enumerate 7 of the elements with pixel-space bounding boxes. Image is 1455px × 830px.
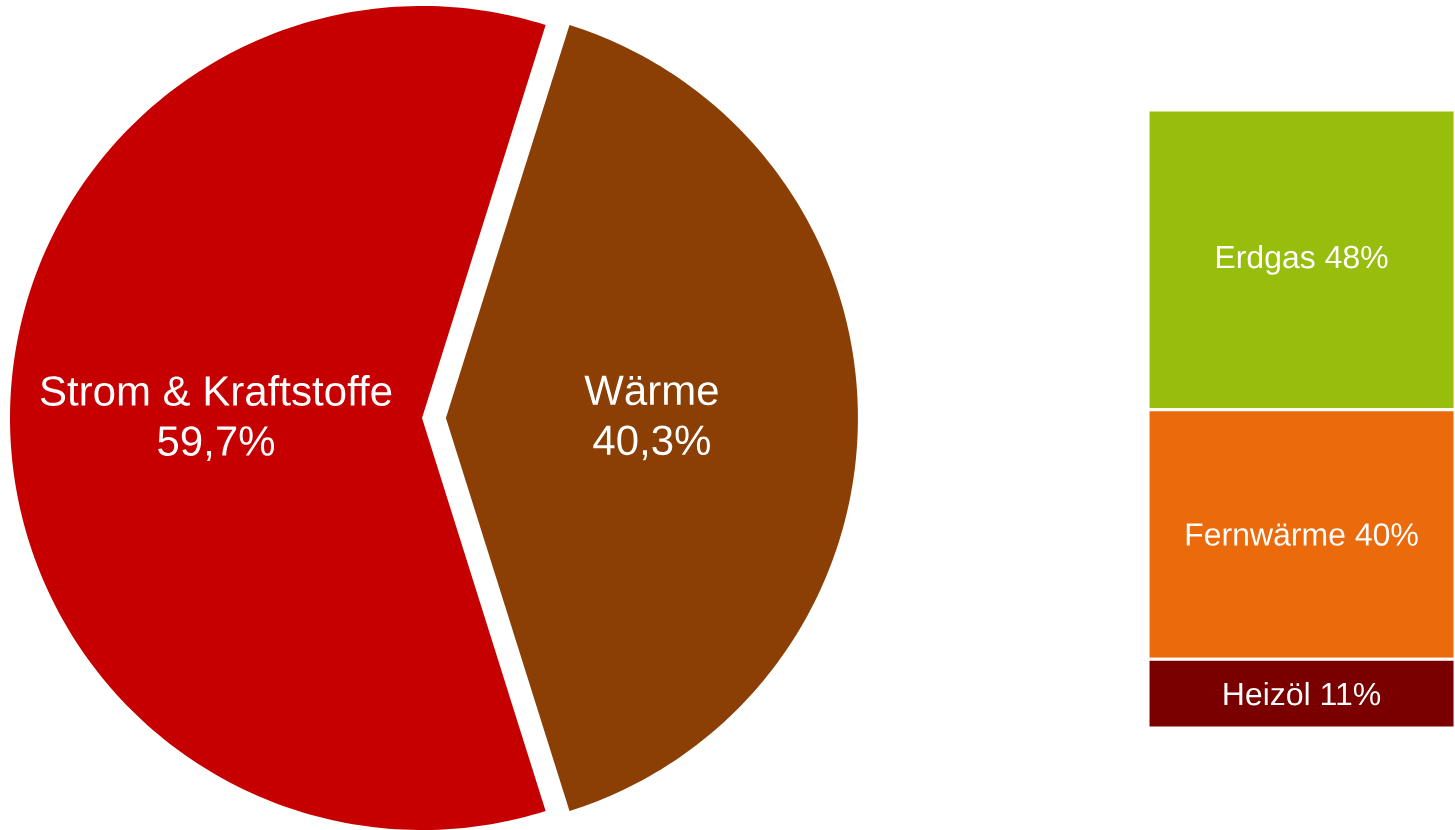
slice-label: Strom & Kraftstoffe xyxy=(40,375,392,406)
data-label: Heizöl 11% xyxy=(1224,681,1381,706)
slice-label: Wärme xyxy=(584,375,718,406)
data-label: Erdgas 48% xyxy=(1216,244,1388,275)
data-label: 40,3% xyxy=(593,425,710,461)
data-label: Fernwärme 40% xyxy=(1186,523,1418,546)
data-label: 59,7% xyxy=(158,426,275,461)
